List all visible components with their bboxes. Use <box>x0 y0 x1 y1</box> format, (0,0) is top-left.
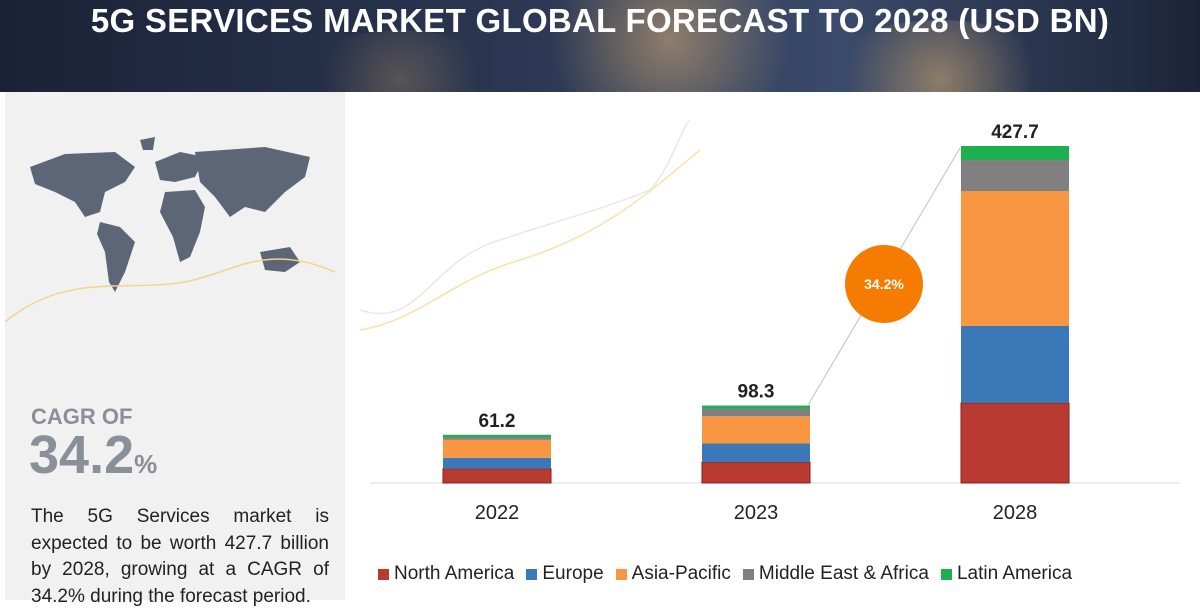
legend-item: Europe <box>526 563 604 585</box>
legend-swatch <box>742 568 754 580</box>
legend-item: Asia-Pacific <box>615 563 731 585</box>
bar-segment-2023-europe <box>702 443 810 463</box>
market-description: The 5G Services market is expected to be… <box>31 506 329 607</box>
x-tick-label: 2028 <box>993 502 1038 524</box>
x-tick-label: 2023 <box>734 502 779 524</box>
legend-label: Latin America <box>956 563 1073 584</box>
header-banner: 5G SERVICES MARKET GLOBAL FORECAST TO 20… <box>0 0 1200 92</box>
bar-segment-2028-europe <box>961 325 1069 403</box>
bar-segment-2022-europe <box>443 457 551 469</box>
bar-segment-2022-middle-east-africa <box>443 437 551 440</box>
bar-segment-2022-asia-pacific <box>443 439 551 458</box>
bar-segment-2022-latin-america <box>443 434 551 438</box>
cagr-label: CAGR OF <box>31 404 133 429</box>
page-title: 5G SERVICES MARKET GLOBAL FORECAST TO 20… <box>90 2 1110 39</box>
bar-segment-2028-latin-america <box>961 146 1069 161</box>
bar-segment-2028-asia-pacific <box>961 190 1069 326</box>
bar-total-label: 427.7 <box>991 122 1039 143</box>
bar-segment-2023-asia-pacific <box>702 416 810 444</box>
bar-segment-2023-latin-america <box>702 405 810 409</box>
legend-item: Middle East & Africa <box>742 563 929 585</box>
bar-segment-2023-north-america <box>701 461 811 484</box>
cagr-bubble <box>845 245 923 323</box>
legend-swatch <box>940 568 952 580</box>
cagr-number: 34.2 <box>29 425 135 485</box>
legend-label: Middle East & Africa <box>758 563 929 584</box>
cagr-value: 34.2% <box>29 424 157 486</box>
x-tick-label: 2022 <box>475 502 520 524</box>
bar-segment-2028-middle-east-africa <box>961 160 1069 191</box>
cagr-unit: % <box>134 449 158 479</box>
bar-segment-2028-north-america <box>960 402 1070 484</box>
legend-swatch <box>526 568 538 580</box>
legend-swatch <box>615 568 627 580</box>
cagr-bubble-label: 34.2% <box>864 276 904 292</box>
legend-label: Europe <box>542 563 604 584</box>
bar-total-label: 61.2 <box>479 411 516 432</box>
summary-panel: CAGR OF 34.2% The 5G Services market is … <box>5 92 345 607</box>
legend-label: North America <box>394 563 515 584</box>
legend-swatch <box>378 568 389 580</box>
bar-segment-2023-middle-east-africa <box>702 408 810 417</box>
legend-item: North America <box>378 563 514 585</box>
legend-label: Asia-Pacific <box>631 563 731 584</box>
chart-legend: North America Europe Asia-Pacific Middle Ea… <box>378 563 1072 585</box>
bar-total-label: 98.3 <box>738 382 775 403</box>
world-map-icon <box>5 137 336 322</box>
legend-item: Latin America <box>940 563 1073 585</box>
bar-segment-2022-north-america <box>442 468 552 484</box>
